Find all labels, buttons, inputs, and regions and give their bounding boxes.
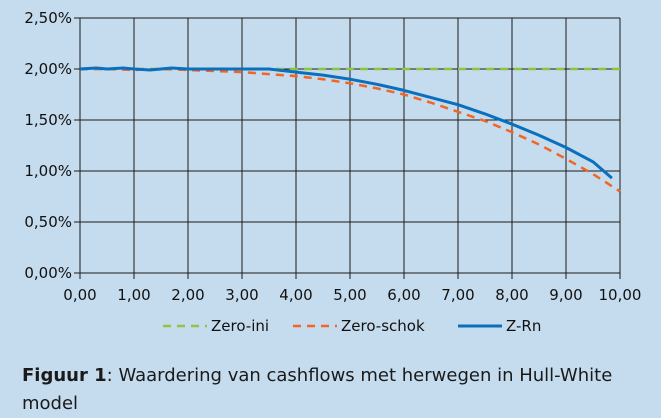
legend-label: Z-Rn <box>506 317 541 335</box>
series-line-z-rn <box>79 66 613 180</box>
line-chart: 0,00% 0,50% 1,00% 1,50% 2,00% 2,50% 0,00 1,00 2… <box>24 9 641 335</box>
x-tick-label: 8,00 <box>495 286 528 304</box>
legend-label: Zero-ini <box>211 317 269 335</box>
y-tick-label: 2,50% <box>24 9 72 27</box>
caption-label: Figuur 1 <box>22 365 107 386</box>
y-tick-label: 1,00% <box>24 162 72 180</box>
x-axis-ticks: 0,00 1,00 2,00 3,00 4,00 5,00 6,00 7,00 8,00 9,00… <box>63 273 641 304</box>
y-tick-label: 2,00% <box>24 60 72 78</box>
x-tick-label: 0,00 <box>63 286 96 304</box>
x-tick-label: 10,00 <box>599 286 642 304</box>
x-tick-label: 5,00 <box>333 286 366 304</box>
caption-text: : Waardering van cashflows met herwegen … <box>22 365 613 414</box>
x-tick-label: 2,00 <box>171 286 204 304</box>
y-tick-label: 0,50% <box>24 213 72 231</box>
y-axis-ticks: 0,00% 0,50% 1,00% 1,50% 2,00% 2,50% <box>24 9 80 282</box>
x-tick-label: 1,00 <box>117 286 150 304</box>
series-layer <box>79 66 621 193</box>
x-tick-label: 7,00 <box>441 286 474 304</box>
x-tick-label: 4,00 <box>279 286 312 304</box>
x-tick-label: 3,00 <box>225 286 258 304</box>
y-tick-label: 0,00% <box>24 264 72 282</box>
x-tick-label: 6,00 <box>387 286 420 304</box>
legend-label: Zero-schok <box>341 317 425 335</box>
y-tick-label: 1,50% <box>24 111 72 129</box>
x-tick-label: 9,00 <box>549 286 582 304</box>
figure-caption: Figuur 1: Waardering van cashflows met h… <box>22 362 642 418</box>
legend: Zero-ini Zero-schok Z-Rn <box>163 317 541 335</box>
